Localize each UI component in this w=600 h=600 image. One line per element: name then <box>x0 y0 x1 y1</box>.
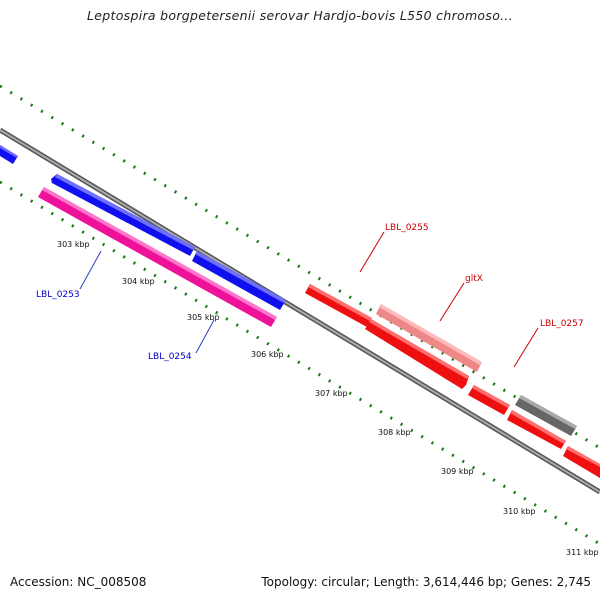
gene-arrow-gltx[interactable] <box>376 304 482 372</box>
accession-text: Accession: NC_008508 <box>10 575 147 589</box>
inner-gc-track <box>0 180 600 546</box>
tick-label-303: 303 kbp <box>57 240 90 249</box>
map-title: Leptospira borgpetersenii serovar Hardjo… <box>87 8 513 23</box>
gene-label-gltx: gltX <box>465 274 483 284</box>
gene-arrow-lbl0254[interactable] <box>192 251 286 310</box>
gene-features <box>0 145 600 478</box>
gene-arrow-lbl0257[interactable] <box>468 385 510 415</box>
gene-arrow-red-edge[interactable] <box>563 446 600 478</box>
callout-lines <box>79 231 539 368</box>
outer-gc-track <box>0 84 600 450</box>
tick-label-309: 309 kbp <box>441 467 474 476</box>
tick-label-304: 304 kbp <box>122 277 155 286</box>
gene-arrow-red-right[interactable] <box>507 410 566 449</box>
gene-arrow-gray[interactable] <box>515 395 577 436</box>
tick-label-307: 307 kbp <box>315 389 348 398</box>
chromosome-backbone <box>0 127 600 495</box>
gene-arrow-lbl0253[interactable] <box>51 174 195 256</box>
gene-arrow-magenta[interactable] <box>38 187 277 327</box>
tick-label-305: 305 kbp <box>187 313 220 322</box>
gene-label-lbl0255: LBL_0255 <box>385 223 429 233</box>
gene-arrow-red-lower[interactable] <box>365 319 469 389</box>
tick-label-311: 311 kbp <box>566 548 599 557</box>
gene-arrow-lbl0255[interactable] <box>305 284 372 327</box>
gene-label-lbl0257: LBL_0257 <box>540 319 584 329</box>
tick-label-308: 308 kbp <box>378 428 411 437</box>
tick-label-310: 310 kbp <box>503 507 536 516</box>
gene-label-lbl0254: LBL_0254 <box>148 352 192 362</box>
topology-summary: Topology: circular; Length: 3,614,446 bp… <box>261 575 591 589</box>
gene-label-lbl0253: LBL_0253 <box>36 290 80 300</box>
tick-label-306: 306 kbp <box>251 350 284 359</box>
